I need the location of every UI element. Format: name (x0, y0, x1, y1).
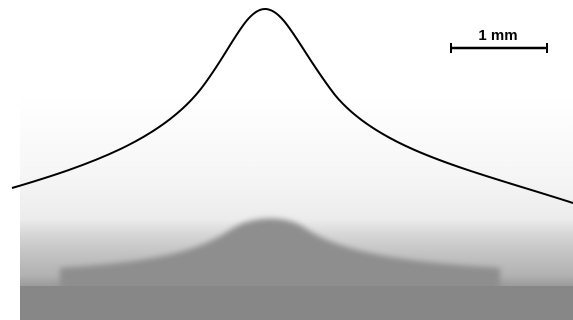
scale-bar-label: 1 mm (478, 27, 517, 44)
droplet-mound (60, 218, 500, 290)
substrate (20, 286, 573, 320)
profile-curve (11, 7, 573, 204)
scale-bar: 1 mm (450, 27, 548, 53)
